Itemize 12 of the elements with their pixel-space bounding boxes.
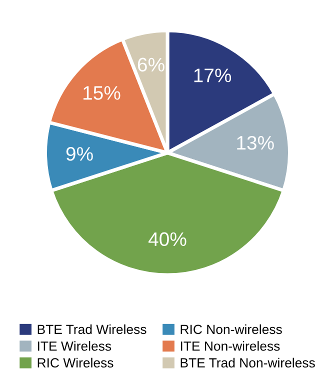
legend-label: ITE Wireless — [38, 341, 112, 351]
legend-label: RIC Wireless — [38, 358, 114, 368]
data-label: 9% — [66, 147, 93, 161]
legend-label: ITE Non-wireless — [180, 341, 280, 351]
data-label: 17% — [194, 68, 232, 82]
legend-label: RIC Non-wireless — [180, 324, 282, 334]
legend-label: BTE Trad Non-wireless — [180, 358, 315, 368]
legend-label: BTE Trad Wireless — [38, 324, 146, 334]
data-label: 40% — [148, 232, 186, 246]
data-label: 6% — [138, 58, 164, 72]
data-label: 15% — [84, 86, 120, 100]
data-label: 13% — [237, 136, 274, 150]
